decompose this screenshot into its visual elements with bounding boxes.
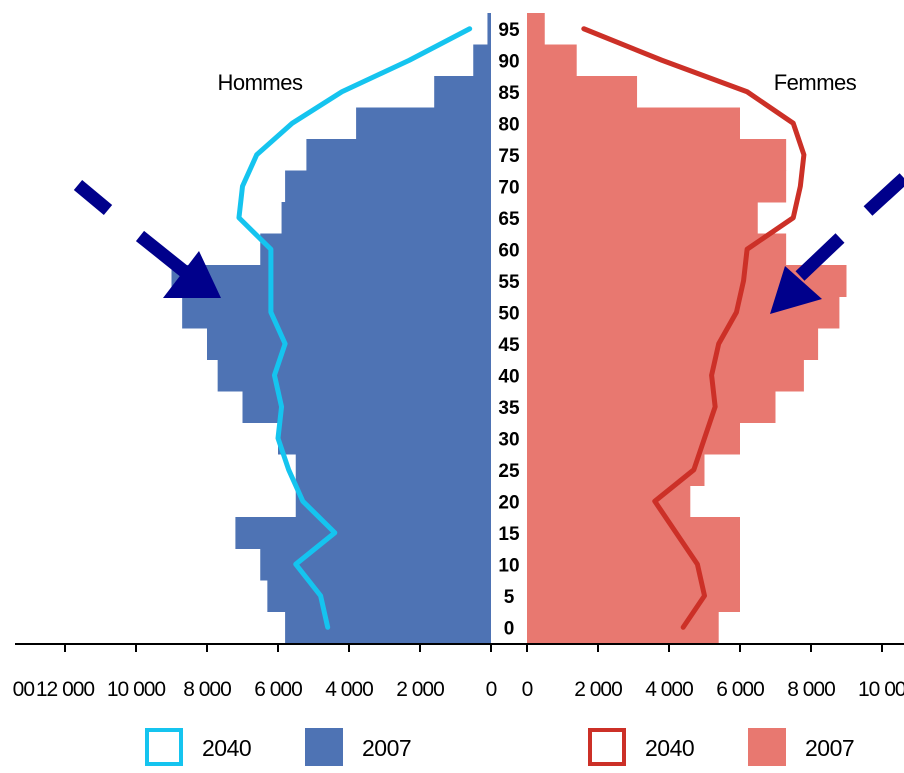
men-side-label: Hommes	[217, 70, 303, 95]
age-label-25: 25	[498, 461, 520, 482]
men-2007-bar-age-55	[171, 265, 491, 297]
right-tick-label-0: 0	[522, 678, 533, 701]
men-2007-bar-age-80	[356, 107, 491, 140]
men-2007-bar-age-20	[295, 485, 491, 518]
men-2007-bar-age-40	[217, 359, 491, 392]
women-2007-bar-age-40	[527, 359, 804, 392]
age-label-20: 20	[498, 492, 519, 513]
legend-label-0: 2040	[202, 735, 251, 761]
men-2007-bar-age-90	[473, 44, 491, 77]
left-tick-label-5: 10 000	[107, 678, 166, 701]
left-tick-label-6: 12 000	[36, 678, 95, 701]
legend-swatch-2	[588, 728, 626, 766]
right-tick-label-3: 6 000	[716, 678, 764, 701]
age-label-95: 95	[498, 20, 520, 41]
women-2007-bar-age-95	[527, 13, 545, 45]
age-label-10: 10	[498, 555, 519, 576]
age-label-70: 70	[498, 177, 519, 198]
women-2007-bar-age-10	[527, 548, 740, 581]
age-label-75: 75	[498, 146, 520, 167]
women-2007-bar-age-25	[527, 454, 705, 486]
right-tick-label-5: 10 00	[858, 678, 904, 701]
women-2007-bar-age-85	[527, 76, 638, 108]
women-2007-bar-age-60	[527, 233, 787, 266]
age-label-50: 50	[498, 303, 519, 324]
women-2007-bar-age-70	[527, 170, 787, 203]
left-tick-label-7: 00	[13, 678, 35, 701]
men-2040-line	[236, 26, 473, 630]
age-label-90: 90	[498, 51, 519, 72]
men-2007-bar-age-5	[267, 580, 491, 612]
men-2007-bar-age-65	[281, 202, 491, 234]
men-2007-bar-age-85	[434, 76, 491, 108]
men-2007-bar-age-0	[285, 611, 491, 644]
women-arrow-shaft	[795, 233, 845, 281]
women-2007-bar-age-65	[527, 202, 758, 234]
women-arrow-head	[770, 266, 822, 314]
age-label-40: 40	[498, 366, 519, 387]
women-2007-bar-age-45	[527, 328, 819, 360]
age-label-5: 5	[504, 587, 515, 608]
women-2007-bar-age-15	[527, 517, 740, 549]
men-2007-bar-age-70	[285, 170, 491, 203]
women-side-label: Femmes	[774, 70, 857, 95]
age-label-80: 80	[498, 114, 519, 135]
left-tick-label-3: 6 000	[254, 678, 302, 701]
left-tick-label-1: 2 000	[396, 678, 444, 701]
men-2007-bar-age-45	[207, 328, 491, 360]
left-tick-label-0: 0	[486, 678, 497, 701]
legend-label-3: 2007	[805, 735, 854, 761]
men-arrow-head	[163, 251, 221, 298]
left-tick-label-4: 8 000	[183, 678, 231, 701]
women-2007-bar-age-0	[527, 611, 719, 644]
men-2007-bar-age-15	[235, 517, 491, 549]
age-label-30: 30	[498, 429, 519, 450]
men-2007-bar-age-50	[182, 296, 491, 329]
men-2007-bar-age-75	[306, 139, 491, 171]
right-tick-label-2: 4 000	[645, 678, 693, 701]
legend-label-1: 2007	[362, 735, 411, 761]
age-label-55: 55	[498, 272, 520, 293]
age-label-65: 65	[498, 209, 520, 230]
age-label-0: 0	[504, 618, 515, 639]
right-tick-label-1: 2 000	[574, 678, 622, 701]
women-2007-bar-age-35	[527, 391, 776, 423]
men-arrow-dash	[73, 180, 113, 215]
women-2007-bar-age-5	[527, 580, 740, 612]
women-arrow-dash	[863, 173, 904, 216]
age-label-15: 15	[498, 524, 520, 545]
legend-swatch-0	[145, 728, 183, 766]
legend-swatch-1	[305, 728, 343, 766]
age-label-35: 35	[498, 398, 520, 419]
women-2040-line	[581, 26, 807, 630]
age-label-60: 60	[498, 240, 519, 261]
age-label-85: 85	[498, 83, 520, 104]
men-arrow-shaft	[135, 230, 190, 278]
right-tick-label-4: 8 000	[787, 678, 835, 701]
age-label-45: 45	[498, 335, 520, 356]
men-2007-bar-age-25	[295, 454, 491, 486]
men-2007-bar-age-30	[278, 422, 491, 455]
women-2007-bar-age-80	[527, 107, 740, 140]
left-tick-label-2: 4 000	[325, 678, 373, 701]
women-2007-bar-age-75	[527, 139, 787, 171]
men-2007-bar-age-95	[487, 13, 491, 45]
men-2007-bar-age-60	[260, 233, 491, 266]
legend-label-2: 2040	[645, 735, 694, 761]
women-2007-bar-age-90	[527, 44, 577, 77]
legend-swatch-3	[748, 728, 786, 766]
